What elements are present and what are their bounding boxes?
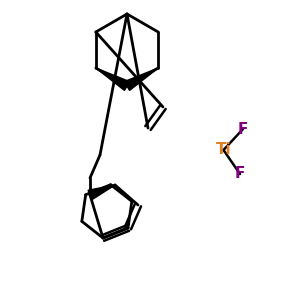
Polygon shape (88, 185, 115, 200)
Polygon shape (124, 68, 158, 90)
Polygon shape (96, 68, 130, 90)
Text: F: F (238, 122, 248, 136)
Text: Ti: Ti (216, 142, 231, 158)
Text: F: F (235, 167, 245, 182)
